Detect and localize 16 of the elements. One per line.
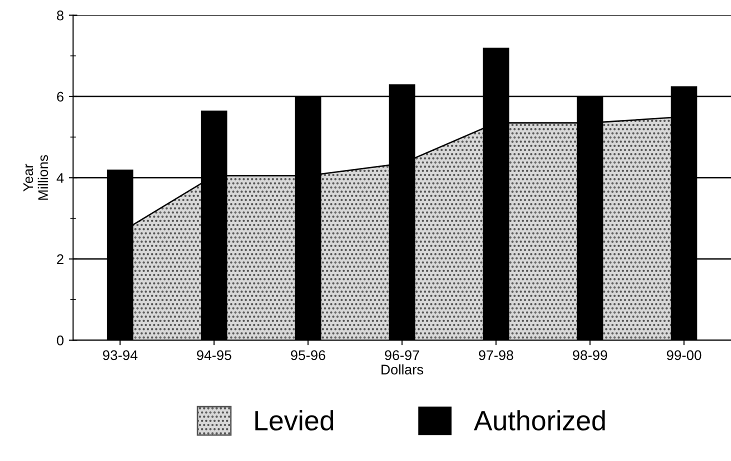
y-axis-title: Year Millions xyxy=(23,155,48,200)
x-tick-label: 94-95 xyxy=(196,350,232,360)
x-tick-label: 93-94 xyxy=(102,350,138,360)
x-tick-label: 96-97 xyxy=(384,350,420,360)
y-tick-label: 2 xyxy=(57,254,64,264)
y-tick-label: 0 xyxy=(56,336,64,346)
x-axis-title: Dollars xyxy=(382,364,424,374)
y-tick-label: 8 xyxy=(56,10,64,20)
x-tick-label: 97-98 xyxy=(478,350,514,360)
y-tick-label: 4 xyxy=(56,173,64,183)
y-tick-label: 6 xyxy=(57,92,64,102)
x-tick-label: 99-00 xyxy=(666,350,702,360)
legend-label: Levied xyxy=(255,410,334,431)
x-tick-label: 98-99 xyxy=(572,350,608,360)
x-tick-label: 95-96 xyxy=(290,350,326,360)
legend-label: Authorized xyxy=(474,410,605,431)
